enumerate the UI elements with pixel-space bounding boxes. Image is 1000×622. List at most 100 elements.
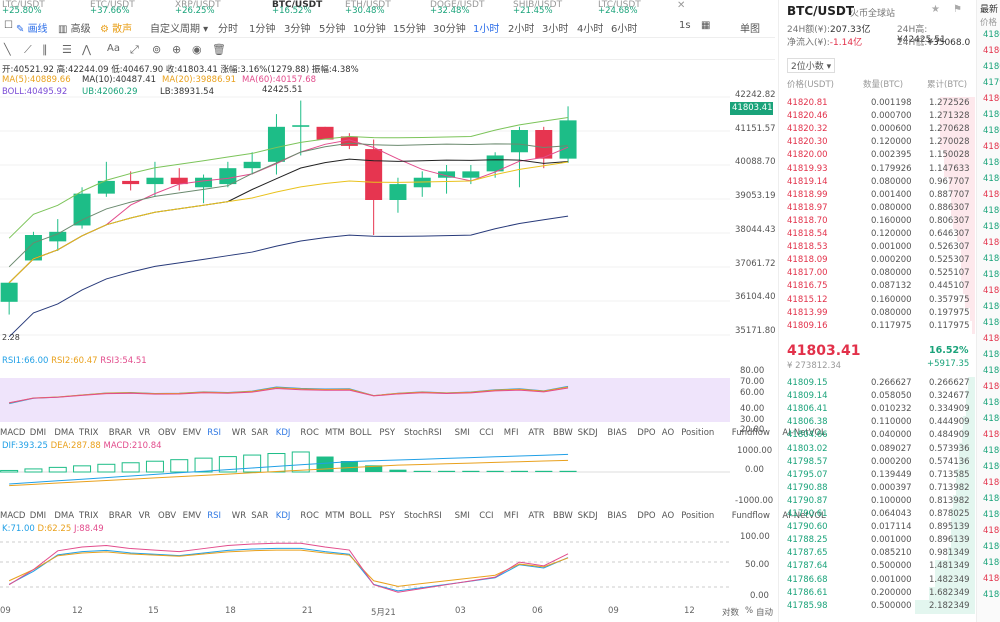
orderbook-row[interactable]: 41795.07 0.139449 0.713585: [779, 468, 975, 484]
orderbook-row[interactable]: 41809.15 0.266627 0.266627: [779, 376, 975, 392]
orderbook-row[interactable]: 41815.12 0.160000 0.357975: [779, 293, 975, 309]
indicator-tab-mfi[interactable]: MFI: [503, 511, 519, 521]
indicator-tab-mtm[interactable]: MTM: [325, 428, 345, 438]
indicator-tab-ai-netvol[interactable]: AI-NetVOL: [782, 511, 826, 521]
orderbook-row[interactable]: 41817.00 0.080000 0.525107: [779, 266, 975, 282]
orderbook-row[interactable]: 41790.61 0.064043 0.878025: [779, 507, 975, 523]
orderbook-row[interactable]: 41809.14 0.058050 0.324677: [779, 389, 975, 405]
indicator-tab-position[interactable]: Position: [681, 428, 715, 438]
indicator-tab-emv[interactable]: EMV: [182, 428, 202, 438]
indicator-tab-boll[interactable]: BOLL: [349, 511, 372, 521]
indicator-tab-sar[interactable]: SAR: [251, 511, 269, 521]
interval-tab[interactable]: 3小时: [542, 24, 569, 35]
orderbook-row[interactable]: 41816.75 0.087132 0.445107: [779, 279, 975, 295]
indicator-tab-cci[interactable]: CCI: [479, 428, 494, 438]
orderbook-row[interactable]: 41820.81 0.001198 1.272526: [779, 96, 975, 112]
close-icon[interactable]: ✕: [677, 0, 686, 11]
indicator-tab-dmi[interactable]: DMI: [29, 428, 47, 438]
ticker-item[interactable]: DOGE/USDT: [430, 0, 485, 10]
orderbook-row[interactable]: 41788.25 0.001000 0.896139: [779, 533, 975, 549]
indicator-tab-dpo[interactable]: DPO: [637, 511, 656, 521]
indicator-tab-ao[interactable]: AO: [661, 428, 675, 438]
text-tool-icon[interactable]: Aa: [107, 43, 120, 54]
indicator-tab-macd[interactable]: MACD: [0, 428, 26, 438]
indicator-tab-rsi[interactable]: RSI: [207, 511, 221, 521]
orderbook-row[interactable]: 41804.66 0.040000 0.484909: [779, 428, 975, 444]
indicator-tab-wr[interactable]: WR: [231, 511, 247, 521]
chart-icon[interactable]: ▦: [701, 20, 711, 31]
ticker-item[interactable]: BTC/USDT: [272, 0, 323, 10]
indicator-tab-atr[interactable]: ATR: [528, 428, 545, 438]
interval-tab[interactable]: 1分钟: [249, 24, 276, 35]
orderbook-row[interactable]: 41819.93 0.179926 1.147633: [779, 162, 975, 178]
draw-line-button[interactable]: ✎ 画线: [16, 24, 48, 35]
interval-tab[interactable]: 30分钟: [433, 24, 466, 35]
indicator-tab-fundflow[interactable]: Fundflow: [731, 428, 770, 438]
share-icon[interactable]: ⚑: [953, 4, 962, 15]
orderbook-row[interactable]: 41820.00 0.002395 1.150028: [779, 148, 975, 164]
crosshair-icon[interactable]: ☐: [4, 20, 13, 31]
indicator-tab-skdj[interactable]: SKDJ: [577, 428, 598, 438]
indicator-tab-brar[interactable]: BRAR: [108, 428, 132, 438]
orderbook-row[interactable]: 41790.60 0.017114 0.895139: [779, 520, 975, 536]
ticker-item[interactable]: LTC/USDT: [598, 0, 641, 10]
interval-tab[interactable]: 4小时: [577, 24, 604, 35]
speed-button[interactable]: 1s: [679, 20, 691, 31]
orderbook-row[interactable]: 41820.46 0.000700 1.271328: [779, 109, 975, 125]
indicator-tab-ao[interactable]: AO: [661, 511, 675, 521]
pattern-tool-icon[interactable]: ⋀: [82, 43, 92, 56]
orderbook-row[interactable]: 41818.70 0.160000 0.806307: [779, 214, 975, 230]
interval-tab[interactable]: 6小时: [611, 24, 638, 35]
indicator-tab-smi[interactable]: SMI: [454, 511, 470, 521]
indicator-tab-macd[interactable]: MACD: [0, 511, 26, 521]
indicator-tab-psy[interactable]: PSY: [379, 428, 396, 438]
indicator-tab-emv[interactable]: EMV: [182, 511, 202, 521]
interval-tab[interactable]: 5分钟: [319, 24, 346, 35]
indicator-tab-kdj[interactable]: KDJ: [275, 511, 291, 521]
indicator-tab-stochrsi[interactable]: StochRSI: [404, 511, 442, 521]
indicator-tab-smi[interactable]: SMI: [454, 428, 470, 438]
indicator-tab-cci[interactable]: CCI: [479, 511, 494, 521]
orderbook-row[interactable]: 41818.97 0.080000 0.886307: [779, 201, 975, 217]
interval-tab[interactable]: 分时: [218, 24, 238, 35]
orderbook-row[interactable]: 41790.87 0.100000 0.813982: [779, 494, 975, 510]
indicator-tab-dpo[interactable]: DPO: [637, 428, 656, 438]
indicator-button[interactable]: ⚙ 散声: [100, 24, 133, 35]
orderbook-row[interactable]: 41820.32 0.000600 1.270628: [779, 122, 975, 138]
indicator-tab-mtm[interactable]: MTM: [325, 511, 345, 521]
indicator-tab-trix[interactable]: TRIX: [79, 428, 99, 438]
orderbook-row[interactable]: 41785.98 0.500000 2.182349: [779, 599, 975, 615]
indicator-tab-brar[interactable]: BRAR: [108, 511, 132, 521]
indicator-tab-trix[interactable]: TRIX: [79, 511, 99, 521]
indicator-tab-bias[interactable]: BIAS: [607, 428, 627, 438]
orderbook-row[interactable]: 41806.41 0.010232 0.334909: [779, 402, 975, 418]
indicator-tab-dma[interactable]: DMA: [54, 511, 75, 521]
interval-tab[interactable]: 15分钟: [393, 24, 426, 35]
orderbook-row[interactable]: 41820.30 0.120000 1.270028: [779, 135, 975, 151]
orderbook-row[interactable]: 41818.09 0.000200 0.525307: [779, 253, 975, 269]
indicator-tab-ai-netvol[interactable]: AI-NetVOL: [782, 428, 826, 438]
indicator-tab-wr[interactable]: WR: [231, 428, 247, 438]
indicator-tab-dma[interactable]: DMA: [54, 428, 75, 438]
indicator-tab-stochrsi[interactable]: StochRSI: [404, 428, 442, 438]
indicator-tab-psy[interactable]: PSY: [379, 511, 396, 521]
orderbook-row[interactable]: 41787.64 0.500000 1.481349: [779, 559, 975, 575]
indicator-tab-obv[interactable]: OBV: [158, 511, 177, 521]
indicator-tab-roc[interactable]: ROC: [300, 511, 319, 521]
advanced-button[interactable]: ▥ 高级: [58, 24, 91, 35]
ticker-item[interactable]: SHIB/USDT: [513, 0, 563, 10]
indicator-tab-bbw[interactable]: BBW: [553, 511, 573, 521]
indicator-tab-vr[interactable]: VR: [138, 511, 151, 521]
orderbook-row[interactable]: 41818.54 0.120000 0.646307: [779, 227, 975, 243]
indicator-tab-boll[interactable]: BOLL: [349, 428, 372, 438]
indicator-tab-kdj[interactable]: KDJ: [275, 428, 291, 438]
depth-select[interactable]: 2位小数 ▾: [787, 58, 836, 73]
ticker-item[interactable]: ETH/USDT: [345, 0, 391, 10]
interval-tab[interactable]: 1小时: [473, 24, 500, 35]
indicator-tab-obv[interactable]: OBV: [158, 428, 177, 438]
star-icon[interactable]: ★: [931, 4, 940, 15]
orderbook-row[interactable]: 41803.02 0.089027 0.573936: [779, 442, 975, 458]
interval-tab[interactable]: 2小时: [508, 24, 535, 35]
single-chart-button[interactable]: 单图: [740, 24, 760, 35]
indicator-tab-fundflow[interactable]: Fundflow: [731, 511, 770, 521]
